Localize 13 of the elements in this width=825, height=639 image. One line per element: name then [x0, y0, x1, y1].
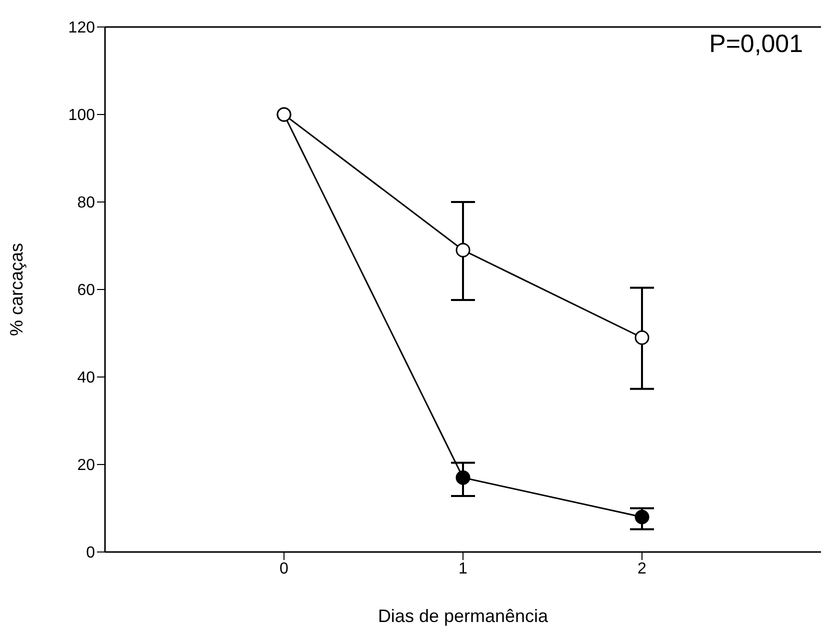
annotation: P=0,001: [709, 30, 803, 59]
x-tick-label: 2: [638, 560, 647, 578]
y-tick-label: 120: [68, 20, 96, 37]
x-tick-label: 0: [280, 560, 289, 578]
y-tick-label: 20: [77, 457, 96, 474]
y-tick-label: 60: [77, 282, 96, 300]
y-tick-label: 0: [86, 544, 96, 562]
y-axis-title: % carcaças: [6, 242, 26, 336]
y-tick-label: 100: [68, 107, 96, 124]
y-tick-label: 40: [77, 370, 96, 387]
y-tick-label: 80: [77, 194, 96, 212]
x-tick-label: 1: [458, 560, 468, 578]
x-axis-title: Dias de permanência: [378, 606, 550, 626]
